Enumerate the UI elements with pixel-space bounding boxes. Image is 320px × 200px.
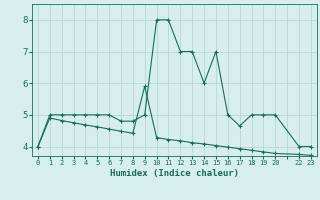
X-axis label: Humidex (Indice chaleur): Humidex (Indice chaleur) — [110, 169, 239, 178]
